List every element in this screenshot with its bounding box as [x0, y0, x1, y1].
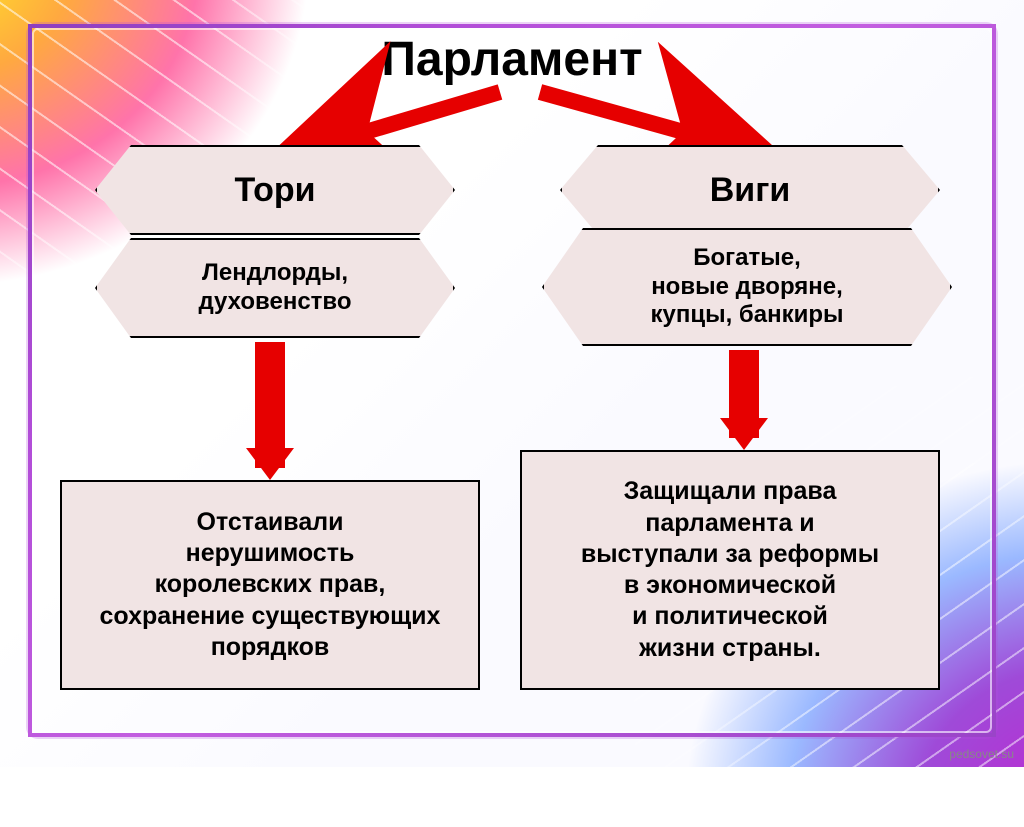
diagram-content: Парламент Тори Виги Лендлорды, духовенст… — [0, 0, 1024, 767]
watermark: pedsovet.su — [949, 747, 1014, 761]
party-left-name: Тори — [206, 170, 343, 211]
party-right-position-box: Защищали права парламента и выступали за… — [520, 450, 940, 690]
party-left-members-box: Лендлорды, духовенство — [95, 238, 455, 338]
party-right-position: Защищали права парламента и выступали за… — [581, 476, 879, 664]
party-right-members-box: Богатые, новые дворяне, купцы, банкиры — [542, 228, 952, 346]
party-left-position-box: Отстаивали нерушимость королевских прав,… — [60, 480, 480, 690]
party-right-name: Виги — [682, 170, 819, 211]
party-right-name-box: Виги — [560, 145, 940, 235]
party-left-members: Лендлорды, духовенство — [170, 259, 379, 317]
diagram-title: Парламент — [0, 32, 1024, 87]
party-left-name-box: Тори — [95, 145, 455, 235]
party-left-position: Отстаивали нерушимость королевских прав,… — [100, 507, 441, 663]
party-right-members: Богатые, новые дворяне, купцы, банкиры — [622, 244, 871, 330]
